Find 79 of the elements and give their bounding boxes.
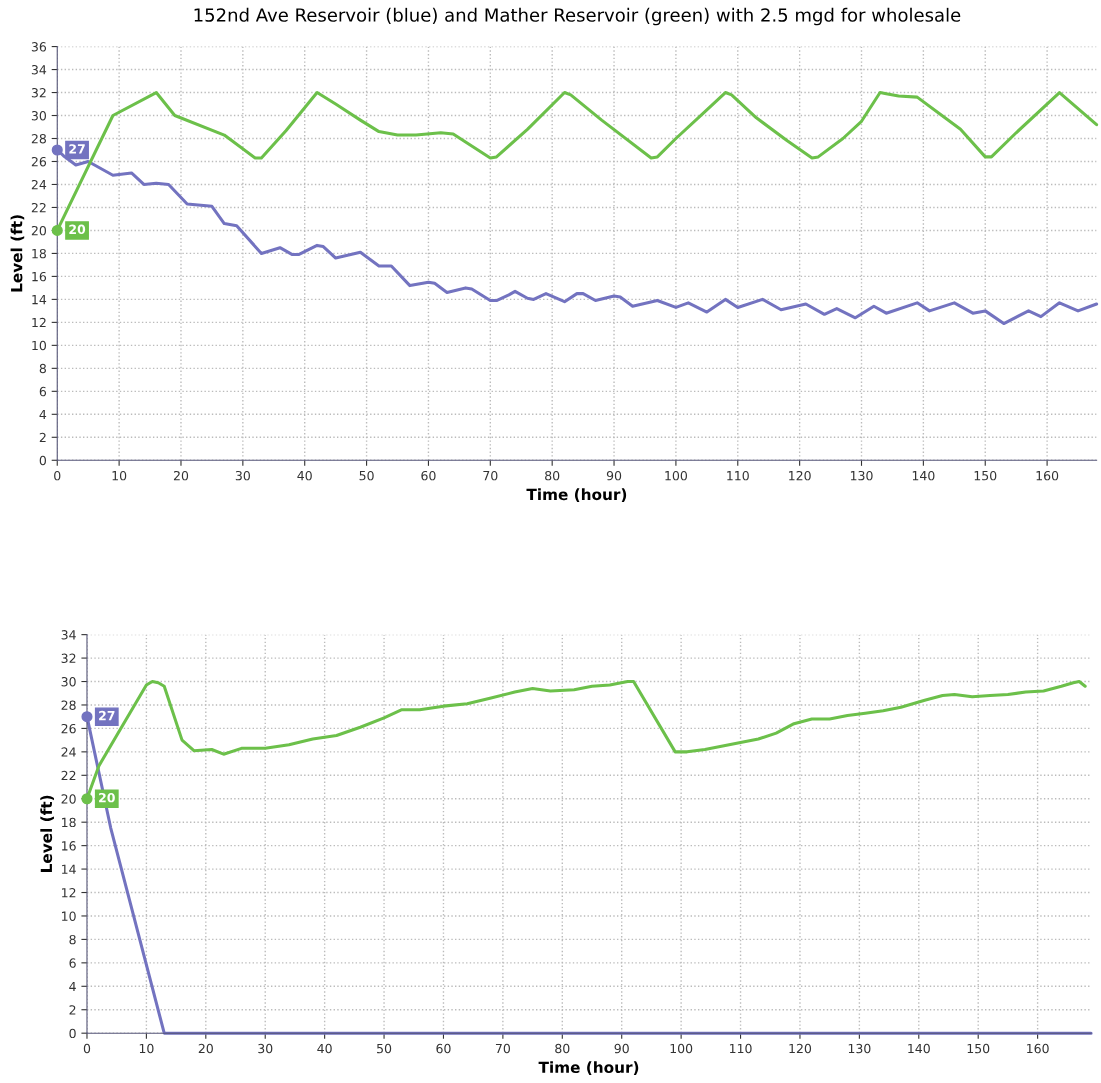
y-tick-label: 28	[31, 133, 46, 144]
y-tick-label: 10	[62, 911, 76, 921]
y-tick-label: 26	[31, 156, 47, 167]
y-tick-label: 34	[31, 65, 47, 75]
y-tick-label: 20	[31, 225, 47, 236]
chart-title: 152nd Ave Reservoir (blue) and Mather Reservoir (green) with 2.5 mgd for wholesale	[194, 7, 961, 26]
x-tick-label: 10	[112, 470, 127, 481]
y-tick-label: 6	[69, 958, 76, 968]
y-tick-label: 0	[69, 1028, 76, 1039]
y-tick-label: 22	[31, 202, 46, 213]
x-tick-label: 160	[1027, 1043, 1049, 1054]
x-tick-label: 130	[850, 470, 873, 481]
y-tick-label: 16	[32, 271, 47, 282]
annotation: 20	[99, 792, 115, 803]
x-tick-label: 0	[54, 470, 61, 481]
y-tick-label: 10	[32, 340, 47, 351]
y-tick-label: 12	[32, 317, 46, 328]
y-tick-label: 14	[32, 295, 47, 305]
y-tick-label: 0	[39, 455, 47, 466]
y-tick-label: 14	[62, 864, 76, 874]
y-tick-label: 34	[61, 630, 76, 640]
y-tick-label: 32	[61, 653, 76, 664]
y-tick-label: 12	[62, 887, 76, 898]
y-tick-label: 24	[61, 747, 76, 757]
annotation: 27	[99, 710, 115, 721]
y-tick-label: 24	[31, 179, 47, 190]
y-tick-label: 4	[69, 981, 76, 992]
x-tick-label: 50	[377, 1043, 392, 1054]
x-axis-title: Time (hour)	[526, 488, 627, 502]
x-tick-label: 20	[173, 470, 189, 481]
y-axis-title: Level (ft)	[40, 795, 54, 872]
x-tick-label: 20	[198, 1043, 213, 1054]
y-tick-label: 20	[61, 794, 76, 804]
y-tick-label: 6	[39, 386, 47, 397]
x-tick-label: 40	[317, 1043, 332, 1054]
y-tick-label: 18	[62, 817, 76, 828]
y-tick-label: 30	[61, 677, 76, 687]
y-tick-label: 2	[39, 432, 46, 443]
y-axis-title: Level (ft)	[10, 215, 25, 292]
x-tick-label: 100	[665, 470, 688, 481]
y-tick-label: 2	[69, 1005, 76, 1015]
y-tick-label: 4	[39, 409, 47, 420]
y-tick-label: 26	[61, 723, 76, 734]
x-tick-label: 130	[848, 1043, 871, 1054]
annotation: 27	[69, 144, 85, 154]
x-axis-title: Time (hour)	[538, 1061, 639, 1075]
x-tick-label: 140	[908, 1043, 930, 1054]
x-tick-label: 140	[912, 470, 935, 481]
y-tick-label: 30	[31, 110, 47, 121]
x-tick-label: 120	[789, 1043, 812, 1054]
x-tick-label: 160	[1036, 470, 1059, 481]
x-tick-label: 70	[495, 1043, 511, 1054]
x-tick-label: 40	[297, 470, 312, 481]
x-tick-label: 60	[421, 470, 436, 481]
x-tick-label: 30	[235, 470, 250, 481]
x-tick-label: 90	[614, 1043, 629, 1054]
x-tick-label: 0	[83, 1043, 91, 1054]
y-tick-label: 32	[31, 88, 46, 98]
y-tick-label: 36	[31, 42, 47, 52]
y-tick-label: 18	[32, 248, 46, 259]
x-tick-label: 110	[727, 470, 749, 481]
x-tick-label: 80	[545, 470, 560, 481]
x-tick-label: 150	[967, 1043, 990, 1054]
y-tick-label: 28	[61, 700, 76, 710]
x-tick-label: 100	[670, 1043, 693, 1054]
y-tick-label: 22	[61, 770, 76, 781]
x-tick-label: 90	[606, 470, 622, 481]
y-tick-label: 8	[69, 934, 76, 945]
x-tick-label: 80	[555, 1043, 570, 1054]
x-tick-label: 110	[729, 1043, 752, 1054]
y-tick-label: 8	[39, 363, 46, 374]
y-tick-label: 16	[62, 841, 76, 851]
x-tick-label: 150	[974, 470, 997, 481]
x-tick-label: 70	[483, 470, 498, 481]
x-tick-label: 120	[789, 470, 811, 481]
x-tick-label: 60	[436, 1043, 451, 1054]
x-tick-label: 30	[258, 1043, 273, 1054]
x-tick-label: 10	[139, 1043, 154, 1054]
x-tick-label: 50	[359, 470, 374, 481]
